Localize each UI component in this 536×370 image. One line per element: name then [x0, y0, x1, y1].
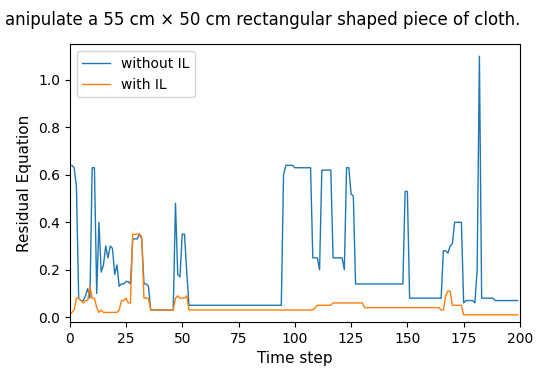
without IL — [147, 308, 154, 312]
Line: without IL: without IL — [70, 56, 518, 310]
with IL — [188, 308, 195, 312]
with IL — [479, 313, 485, 317]
Legend: without IL, with IL: without IL, with IL — [77, 51, 195, 97]
without IL — [66, 163, 73, 168]
with IL — [93, 306, 100, 310]
without IL — [476, 54, 482, 58]
with IL — [152, 308, 159, 312]
with IL — [85, 298, 91, 303]
without IL — [188, 303, 195, 307]
without IL — [152, 308, 159, 312]
without IL — [93, 291, 100, 296]
with IL — [66, 313, 73, 317]
Line: with IL: with IL — [70, 234, 518, 315]
with IL — [130, 232, 136, 236]
X-axis label: Time step: Time step — [257, 351, 333, 366]
with IL — [494, 313, 501, 317]
with IL — [515, 313, 521, 317]
Y-axis label: Residual Equation: Residual Equation — [17, 115, 32, 252]
without IL — [481, 296, 487, 300]
Text: anipulate a 55 cm × 50 cm rectangular shaped piece of cloth.: anipulate a 55 cm × 50 cm rectangular sh… — [5, 11, 521, 29]
without IL — [515, 298, 521, 303]
without IL — [85, 286, 91, 291]
without IL — [496, 298, 503, 303]
